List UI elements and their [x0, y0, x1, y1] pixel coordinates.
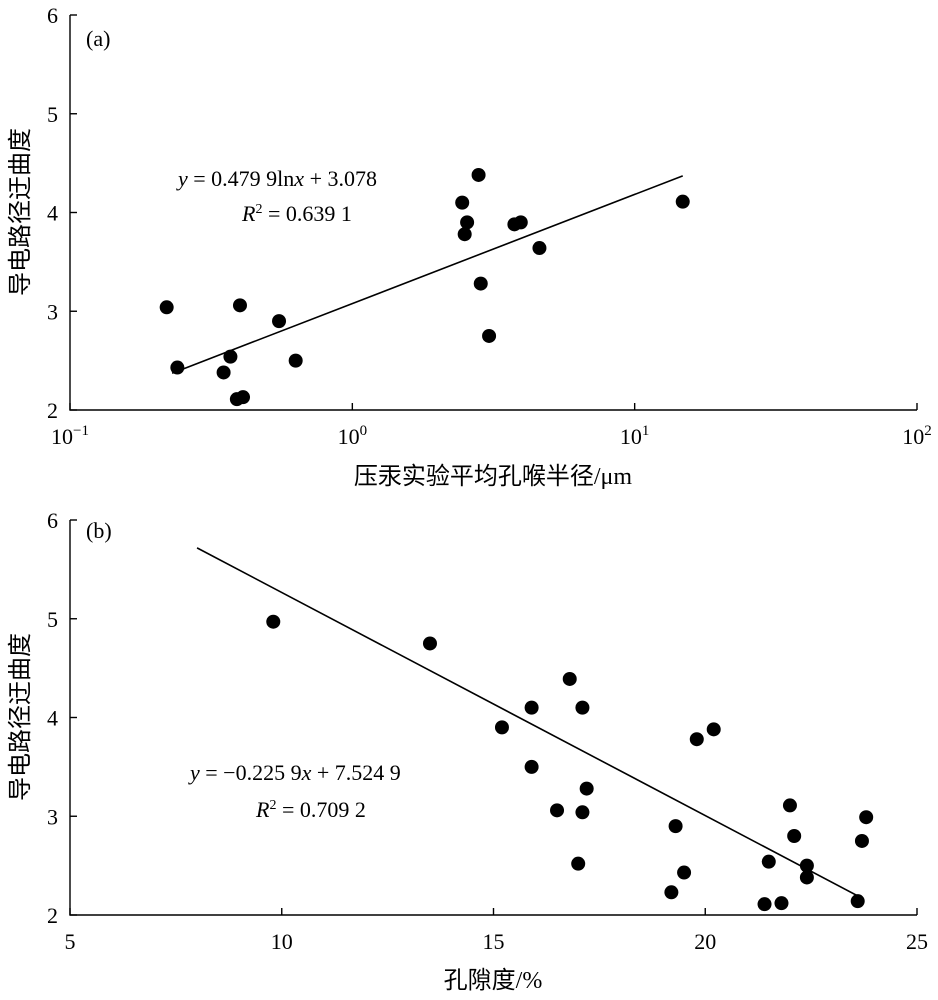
data-point	[689, 732, 704, 747]
equation-part: = 0.709 2	[276, 797, 365, 822]
data-point	[850, 894, 865, 909]
panel-b-y-axis-label: 导电路径迂曲度	[7, 633, 34, 801]
data-point	[455, 195, 470, 210]
panel-b-x-axis-label: 孔隙度/%	[444, 967, 543, 994]
data-point	[524, 759, 539, 774]
data-point	[272, 314, 287, 329]
equation-part: R	[255, 797, 270, 822]
data-point	[706, 722, 721, 737]
data-point	[799, 858, 814, 873]
equation-part: = 0.479 9ln	[188, 166, 295, 191]
data-point	[532, 241, 547, 256]
equation-part: 2	[255, 202, 262, 217]
panel-b-y-ticks: 2 3 4 5 6	[47, 508, 77, 928]
panel-a-y-axis-label: 导电路径迂曲度	[7, 128, 34, 296]
data-point	[761, 854, 776, 869]
data-point	[799, 870, 814, 885]
data-point	[757, 897, 772, 912]
data-point	[668, 819, 683, 834]
x-tick-label: 101	[620, 423, 650, 449]
y-tick-label: 2	[47, 903, 58, 928]
x-tick-label: 25	[906, 929, 928, 954]
data-point	[550, 803, 565, 818]
data-point	[288, 353, 303, 368]
y-tick-label: 2	[47, 398, 58, 423]
x-tick-label: 10−1	[51, 423, 89, 449]
y-tick-label: 6	[47, 3, 58, 28]
data-point	[664, 885, 679, 900]
data-point	[232, 298, 247, 313]
panel-b-points	[266, 614, 874, 912]
data-point	[460, 215, 475, 230]
equation-part: = 0.639 1	[262, 201, 351, 226]
equation-part: x	[301, 760, 312, 785]
data-point	[457, 227, 472, 242]
data-point	[494, 720, 509, 735]
equation-part: x	[293, 166, 304, 191]
data-point	[782, 798, 797, 813]
y-tick-label: 4	[47, 706, 58, 731]
panel-b-r-squared: R2 = 0.709 2	[255, 797, 366, 822]
data-point	[216, 365, 231, 380]
equation-part: y	[188, 760, 200, 785]
equation-part: 2	[269, 798, 276, 813]
data-point	[266, 614, 281, 629]
panel-a-points	[159, 167, 690, 407]
panel-b-equation: y = −0.225 9x + 7.524 9	[188, 760, 401, 785]
data-point	[223, 349, 238, 364]
y-tick-label: 4	[47, 201, 58, 226]
y-tick-label: 6	[47, 508, 58, 533]
equation-part: = −0.225 9	[200, 760, 302, 785]
data-point	[159, 300, 174, 315]
y-tick-label: 5	[47, 102, 58, 127]
y-tick-label: 5	[47, 607, 58, 632]
x-tick-label: 100	[338, 423, 368, 449]
x-tick-label: 20	[694, 929, 716, 954]
data-point	[774, 896, 789, 911]
data-point	[473, 276, 488, 291]
panel-b-x-ticks: 5 10 15 20 25	[65, 908, 928, 954]
data-point	[471, 167, 486, 182]
data-point	[571, 856, 586, 871]
panel-a-axes	[69, 15, 917, 411]
data-point	[675, 194, 690, 209]
data-point	[524, 700, 539, 715]
equation-part: y	[176, 166, 188, 191]
panel-a-fit-line	[171, 175, 684, 374]
equation-part: R	[241, 201, 256, 226]
data-point	[677, 865, 692, 880]
panel-b: 2 3 4 5 6 5 10 15 20 25 (b) 孔隙度/% 导电路径迂曲度 y = −0…	[7, 508, 928, 994]
x-tick-label: 5	[65, 929, 76, 954]
data-point	[787, 829, 802, 843]
panel-a-label: (a)	[86, 26, 110, 51]
x-tick-label: 15	[483, 929, 505, 954]
x-tick-label: 102	[902, 423, 932, 449]
panel-a-y-ticks: 2 3 4 5 6	[47, 3, 77, 423]
equation-part: + 7.524 9	[311, 760, 400, 785]
y-tick-label: 3	[47, 804, 58, 829]
panel-a-x-axis-label: 压汞实验平均孔喉半径/μm	[354, 463, 633, 490]
y-tick-label: 3	[47, 299, 58, 324]
panel-b-fit-line	[196, 547, 861, 898]
data-point	[575, 700, 590, 715]
panel-a: 2 3 4 5 6 10−1 100 101 102 (a) 压汞实验平均孔喉半径/μm 导电…	[7, 3, 932, 490]
panel-b-label: (b)	[86, 518, 112, 543]
data-point	[513, 215, 528, 230]
data-point	[854, 833, 869, 848]
data-point	[575, 805, 590, 820]
data-point	[562, 671, 577, 686]
data-point	[579, 781, 594, 796]
data-point	[236, 390, 251, 405]
data-point	[170, 360, 185, 375]
equation-part: + 3.078	[304, 166, 377, 191]
panel-a-r-squared: R2 = 0.639 1	[241, 201, 352, 226]
data-point	[859, 810, 874, 825]
data-point	[482, 328, 497, 343]
panel-a-x-ticks: 10−1 100 101 102	[51, 403, 932, 449]
x-tick-label: 10	[271, 929, 293, 954]
panel-a-equation: y = 0.479 9lnx + 3.078	[176, 166, 377, 191]
panel-b-axes	[69, 520, 917, 916]
data-point	[422, 636, 437, 651]
